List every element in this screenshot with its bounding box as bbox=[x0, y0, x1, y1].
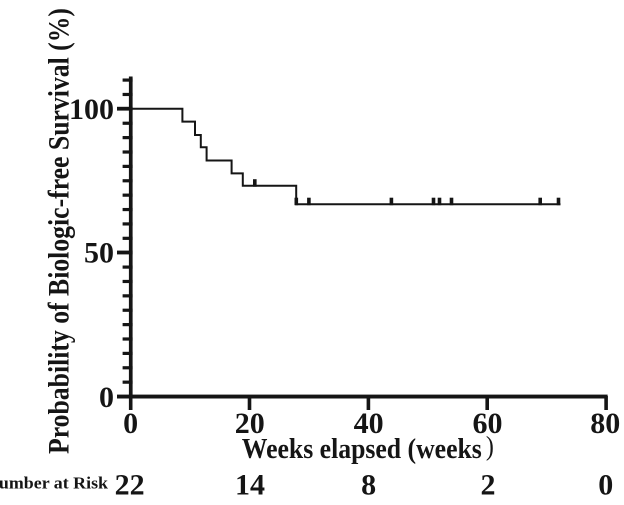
svg-text:14: 14 bbox=[235, 469, 265, 502]
svg-text:2: 2 bbox=[481, 469, 496, 502]
svg-text:22: 22 bbox=[115, 469, 145, 502]
svg-text:50: 50 bbox=[84, 237, 114, 270]
svg-text:40: 40 bbox=[354, 407, 384, 440]
svg-text:80: 80 bbox=[590, 407, 620, 440]
svg-text:8: 8 bbox=[361, 469, 376, 502]
svg-text:60: 60 bbox=[473, 407, 503, 440]
svg-text:20: 20 bbox=[235, 407, 265, 440]
svg-text:0: 0 bbox=[598, 469, 613, 502]
svg-text:0: 0 bbox=[123, 407, 138, 440]
svg-text:Probability of Biologic-free S: Probability of Biologic-free Survival (%… bbox=[43, 8, 76, 454]
svg-text:Number at Risk: Number at Risk bbox=[0, 474, 109, 493]
svg-text:Weeks elapsed (weeks): Weeks elapsed (weeks) bbox=[242, 431, 494, 465]
svg-text:0: 0 bbox=[99, 381, 114, 414]
svg-text:100: 100 bbox=[69, 93, 114, 126]
